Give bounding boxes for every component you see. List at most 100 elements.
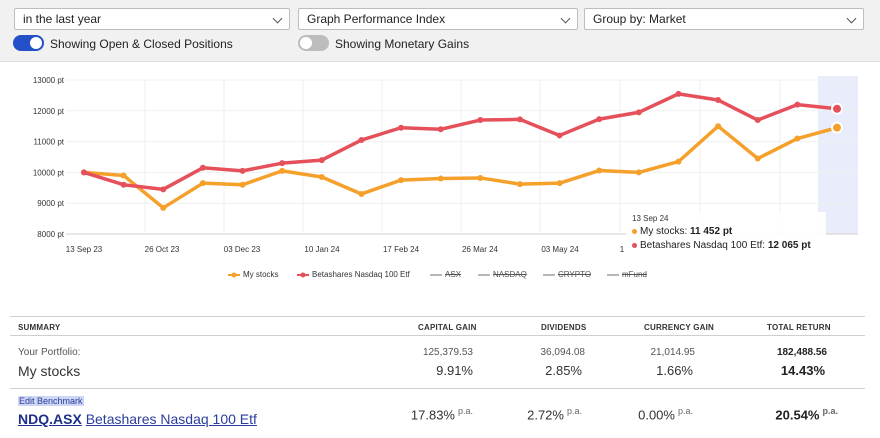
benchmark-currency-gain: 0.00% p.a. (638, 406, 693, 422)
data-point (437, 126, 444, 133)
tooltip-date: 13 Sep 24 (632, 214, 669, 223)
benchmark-link[interactable]: NDQ.ASX Betashares Nasdaq 100 Etf (18, 411, 257, 427)
per-annum-label: p.a. (457, 406, 473, 416)
legend-label: NASDAQ (493, 270, 527, 279)
positions-toggle[interactable] (13, 35, 44, 51)
hover-band (818, 76, 858, 234)
series-line (82, 92, 839, 192)
portfolio-label: Your Portfolio: (18, 347, 81, 358)
legend-line-icon (478, 274, 490, 276)
performance-chart: 13000 pt 12000 pt 11000 pt 10000 pt 9000 pt 8… (0, 64, 880, 292)
x-tick-label: 26 Mar 24 (462, 245, 499, 254)
data-point (120, 172, 127, 179)
currency-gain-pct: 1.66% (656, 363, 693, 378)
per-annum-label: p.a. (677, 406, 693, 416)
data-point (831, 102, 843, 115)
legend-item-my-stocks[interactable]: My stocks (228, 270, 279, 279)
header-total-return: TOTAL RETURN (767, 323, 831, 332)
data-point (398, 124, 405, 131)
tooltip-value: 12 065 pt (767, 240, 811, 251)
capital-gain-amount: 125,379.53 (422, 347, 473, 358)
chevron-down-icon (846, 13, 857, 24)
legend-line-icon (430, 274, 442, 276)
legend-item-benchmark[interactable]: Betashares Nasdaq 100 Etf (297, 270, 410, 279)
period-select[interactable]: in the last year (14, 8, 290, 30)
header-dividends: DIVIDENDS (541, 323, 587, 332)
data-point (516, 181, 523, 188)
x-tick-label: 03 Dec 23 (224, 245, 261, 254)
benchmark-capital-gain-pct: 17.83% (410, 407, 455, 423)
y-tick-label: 11000 pt (33, 138, 64, 147)
legend-item-mfund[interactable]: mFund (607, 270, 647, 279)
x-tick-label: 1 (620, 245, 625, 254)
data-point (556, 180, 563, 187)
legend-label: My stocks (243, 270, 279, 279)
currency-gain-amount: 21,014.95 (650, 347, 696, 358)
chart-svg: 13000 pt 12000 pt 11000 pt 10000 pt 9000 pt 8… (33, 76, 858, 254)
data-point (675, 158, 682, 165)
row-divider (10, 388, 865, 389)
group-by-select[interactable]: Group by: Market (584, 8, 864, 30)
benchmark-capital-gain: 17.83% p.a. (411, 406, 473, 422)
legend-label: CRYPTO (558, 270, 592, 279)
y-tick-label: 8000 pt (37, 230, 64, 239)
graph-mode-select[interactable]: Graph Performance Index (298, 8, 578, 30)
total-return-pct: 14.43% (780, 363, 825, 378)
y-tick-label: 13000 pt (33, 76, 65, 85)
legend-item-crypto[interactable]: CRYPTO (543, 270, 591, 279)
y-tick-label: 12000 pt (33, 107, 65, 116)
legend-line-icon (297, 272, 309, 278)
legend-line-icon (607, 274, 619, 276)
data-point (279, 160, 286, 167)
data-point (596, 167, 603, 174)
legend-label: Betashares Nasdaq 100 Etf (312, 270, 410, 279)
positions-toggle-label: Showing Open & Closed Positions (50, 37, 233, 51)
tooltip-row-my-stocks: My stocks: 11 452 pt (632, 226, 732, 237)
data-point (239, 181, 246, 188)
data-point (675, 90, 682, 97)
x-tick-label: 03 May 24 (541, 245, 579, 254)
chevron-down-icon (272, 13, 283, 24)
group-by-select-value: Group by: Market (593, 12, 686, 26)
monetary-toggle[interactable] (298, 35, 329, 51)
toggle-knob (30, 37, 42, 49)
data-point (754, 117, 761, 124)
edit-benchmark-link[interactable]: Edit Benchmark (18, 396, 84, 406)
data-point (279, 167, 286, 174)
data-point (318, 157, 325, 164)
header-capital-gain: CAPITAL GAIN (418, 323, 477, 332)
x-tick-label: 13 Sep 23 (66, 245, 103, 254)
data-point (831, 121, 843, 134)
data-point (715, 123, 722, 130)
series-dot-icon (632, 242, 637, 248)
legend-line-icon (228, 272, 240, 278)
dividends-amount: 36,094.08 (540, 347, 586, 358)
data-point (556, 132, 563, 139)
data-point (120, 181, 127, 188)
header-currency-gain: CURRENCY GAIN (644, 323, 715, 332)
data-point (477, 174, 484, 181)
legend-item-asx[interactable]: ASX (430, 270, 461, 279)
data-point (398, 177, 405, 184)
data-point (635, 109, 642, 116)
tooltip-label: Betashares Nasdaq 100 Etf: (640, 240, 766, 251)
data-point (437, 175, 444, 182)
benchmark-dividends: 2.72% p.a. (527, 406, 582, 422)
portfolio-name: My stocks (18, 363, 81, 379)
y-tick-label: 10000 pt (33, 168, 65, 177)
benchmark-name: Betashares Nasdaq 100 Etf (85, 411, 257, 427)
benchmark-currency-gain-pct: 0.00% (638, 407, 675, 423)
data-point (516, 116, 523, 123)
graph-mode-select-value: Graph Performance Index (307, 12, 446, 26)
legend-label: ASX (445, 270, 462, 279)
legend-item-nasdaq[interactable]: NASDAQ (478, 270, 527, 279)
tooltip-row-benchmark: Betashares Nasdaq 100 Etf: 12 065 pt (632, 240, 811, 251)
legend-line-icon (543, 274, 555, 276)
data-point (754, 155, 761, 162)
series-dot-icon (632, 228, 637, 234)
dividends-pct: 2.85% (545, 363, 582, 378)
y-tick-label: 9000 pt (37, 199, 64, 208)
series-line (82, 124, 839, 210)
data-point (358, 137, 365, 144)
per-annum-label: p.a. (566, 406, 582, 416)
